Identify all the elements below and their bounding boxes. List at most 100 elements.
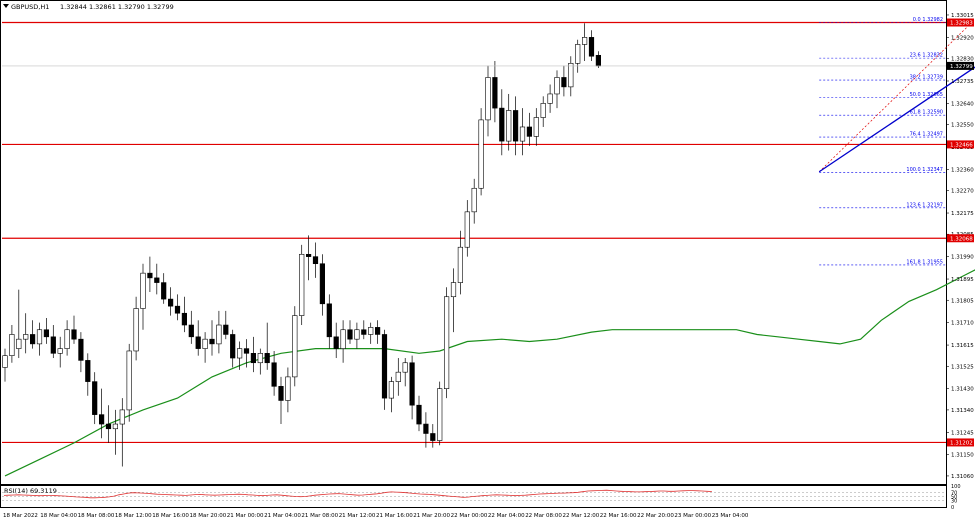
y-tick-label: 1.31525 <box>951 364 974 370</box>
x-tick-label: 18 Mar 12:00 <box>115 513 152 519</box>
y-tick-label: 1.32920 <box>951 35 974 41</box>
price-tag-bg <box>947 438 974 447</box>
candle-body <box>450 282 457 298</box>
candle-body <box>216 324 222 345</box>
candle-body <box>99 414 105 425</box>
fib-level-label: 0.0 1.32982 <box>913 17 943 23</box>
candle-body <box>140 272 146 309</box>
candle-body <box>133 308 139 352</box>
trendline <box>818 66 975 173</box>
candle-body <box>154 277 160 283</box>
candle-body <box>161 282 167 300</box>
sr-levels <box>2 21 946 444</box>
candle-body <box>50 336 56 354</box>
y-tick-label: 1.31990 <box>951 255 974 261</box>
candle-body <box>23 334 29 340</box>
x-tick-label: 23 Mar 00:00 <box>674 513 711 519</box>
candle-body <box>292 315 298 378</box>
candle-body <box>423 423 429 434</box>
candle-body <box>43 329 49 338</box>
candle-body <box>271 362 277 387</box>
price-tag-label: 1.31202 <box>950 440 973 446</box>
rsi-tick-label: 30 <box>951 499 957 505</box>
candle-body <box>388 381 395 399</box>
candle-body <box>319 263 326 305</box>
candle-body <box>16 338 22 349</box>
candle-body <box>457 246 464 283</box>
candle-body <box>395 371 401 382</box>
rsi-label: RSI(14) 69.3119 <box>4 487 57 495</box>
x-tick-label: 22 Mar 12:00 <box>563 513 600 519</box>
candle-body <box>285 376 291 401</box>
y-tick-label: 1.31710 <box>951 321 974 327</box>
candle-body <box>312 256 319 265</box>
x-tick-label: 23 Mar 04:00 <box>712 513 749 519</box>
candle-body <box>147 272 153 279</box>
candle-body <box>443 296 450 389</box>
price-tag-bg <box>947 18 974 27</box>
y-tick-label: 1.32360 <box>951 167 974 173</box>
fib-level-label: 61.8 1.32590 <box>910 110 943 116</box>
x-tick-label: 21 Mar 08:00 <box>301 513 338 519</box>
y-tick-label: 1.32175 <box>951 211 974 217</box>
x-tick-label: 18 Mar 2022 <box>3 513 38 519</box>
y-tick-label: 1.33015 <box>951 13 974 19</box>
price-tag-bg <box>947 234 974 243</box>
price-tag-bg <box>947 140 974 149</box>
y-tick-label: 1.32640 <box>951 101 974 107</box>
candle-body <box>340 329 346 349</box>
x-tick-label: 21 Mar 04:00 <box>264 513 301 519</box>
rsi-tick-label: 50 <box>951 495 957 501</box>
candle-body <box>471 187 477 213</box>
fib-diagonal-line <box>818 22 972 173</box>
y-tick-label: 1.31895 <box>951 277 974 283</box>
x-tick-label: 18 Mar 04:00 <box>40 513 77 519</box>
x-tick-label: 22 Mar 00:00 <box>451 513 488 519</box>
candle-body <box>29 334 36 345</box>
chart-title: GBPUSD,H1 1.32844 1.32861 1.32790 1.3279… <box>3 3 174 11</box>
x-tick-label: 21 Mar 12:00 <box>339 513 376 519</box>
y-tick-label: 1.31060 <box>951 474 974 480</box>
candle-body <box>2 355 8 368</box>
symbol-label: GBPUSD,H1 <box>11 3 49 11</box>
candle-body <box>368 327 374 335</box>
candle-body <box>374 327 381 335</box>
x-tick-label: 21 Mar 20:00 <box>413 513 450 519</box>
rsi-line <box>3 489 712 499</box>
fib-level-label: 38.2 1.32739 <box>910 75 943 81</box>
candle-body <box>333 336 339 349</box>
y-axis: 1.33015 1.32920 1.32830 1.32735 1.32640 1.325… <box>2 13 974 480</box>
candle-body <box>354 329 360 340</box>
candle-body <box>92 381 98 415</box>
candle-body <box>57 348 63 354</box>
current-price-tag-label: 1.32799 <box>950 64 973 70</box>
rsi-tick-label: 70 <box>951 490 957 496</box>
ohlc-label: 1.32844 1.32861 1.32790 1.32799 <box>60 3 174 11</box>
y-tick-label: 1.31340 <box>951 408 974 414</box>
candle-body <box>36 329 43 345</box>
candle-body <box>168 298 174 307</box>
candle-body <box>526 126 532 137</box>
rsi-tick-label: 100 <box>951 484 961 490</box>
candle-body <box>519 126 526 142</box>
caret-down-icon[interactable] <box>3 4 9 8</box>
candles <box>2 23 601 467</box>
candle-body <box>540 103 546 118</box>
candle-body <box>547 93 553 104</box>
candle-body <box>554 77 560 95</box>
price-tag-label: 1.32466 <box>950 142 973 148</box>
trendline-layer <box>818 66 975 173</box>
moving-average-line <box>4 269 975 477</box>
candle-body <box>506 110 512 142</box>
price-tag-label: 1.32068 <box>950 236 973 242</box>
candle-body <box>464 211 470 248</box>
y-tick-label: 1.32735 <box>951 79 974 85</box>
current-price-tag-bg <box>947 61 974 70</box>
candle-body <box>126 350 132 411</box>
candle-body <box>257 353 263 364</box>
x-axis: 18 Mar 2022 18 Mar 04:00 18 Mar 08:00 18 Ma… <box>3 513 749 519</box>
y-tick-label: 1.31805 <box>951 298 974 304</box>
candle-body <box>223 324 229 335</box>
